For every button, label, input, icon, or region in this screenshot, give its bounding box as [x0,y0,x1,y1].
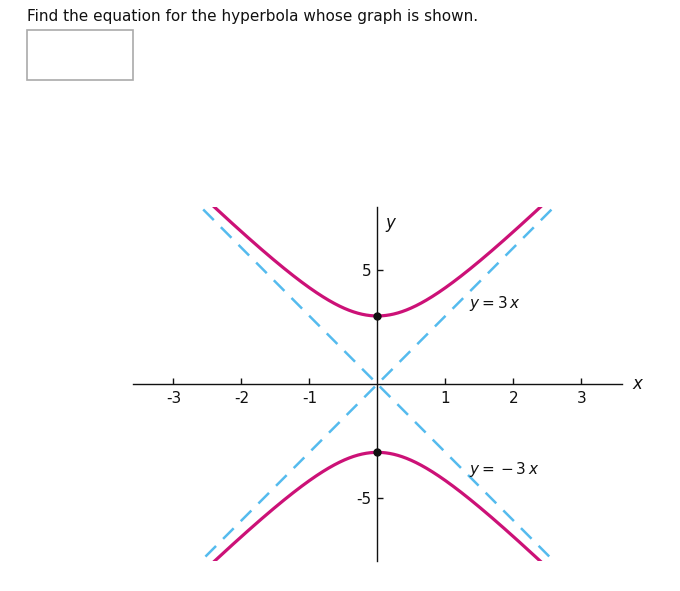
Text: x: x [632,375,643,393]
Text: $y = 3\,x$: $y = 3\,x$ [469,294,521,313]
Text: Find the equation for the hyperbola whose graph is shown.: Find the equation for the hyperbola whos… [27,9,478,24]
Text: $y = -3\,x$: $y = -3\,x$ [469,460,539,479]
Text: y: y [386,214,396,232]
